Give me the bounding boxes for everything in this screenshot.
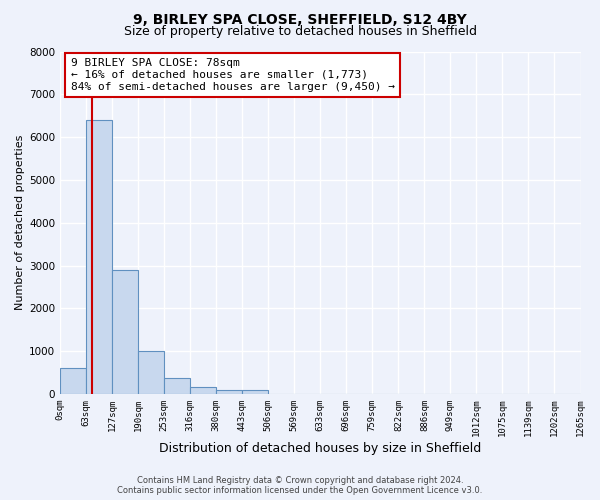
Bar [86, 120, 112, 394]
Bar [60, 368, 86, 394]
Bar [190, 386, 216, 394]
X-axis label: Distribution of detached houses by size in Sheffield: Distribution of detached houses by size … [159, 442, 481, 455]
Bar [138, 351, 164, 394]
Text: Size of property relative to detached houses in Sheffield: Size of property relative to detached ho… [124, 25, 476, 38]
Text: Contains HM Land Registry data © Crown copyright and database right 2024.
Contai: Contains HM Land Registry data © Crown c… [118, 476, 482, 495]
Bar [216, 390, 242, 394]
Bar [164, 378, 190, 394]
Text: 9 BIRLEY SPA CLOSE: 78sqm
← 16% of detached houses are smaller (1,773)
84% of se: 9 BIRLEY SPA CLOSE: 78sqm ← 16% of detac… [71, 58, 395, 92]
Bar [112, 270, 138, 394]
Text: 9, BIRLEY SPA CLOSE, SHEFFIELD, S12 4BY: 9, BIRLEY SPA CLOSE, SHEFFIELD, S12 4BY [133, 12, 467, 26]
Bar [242, 390, 268, 394]
Y-axis label: Number of detached properties: Number of detached properties [15, 135, 25, 310]
